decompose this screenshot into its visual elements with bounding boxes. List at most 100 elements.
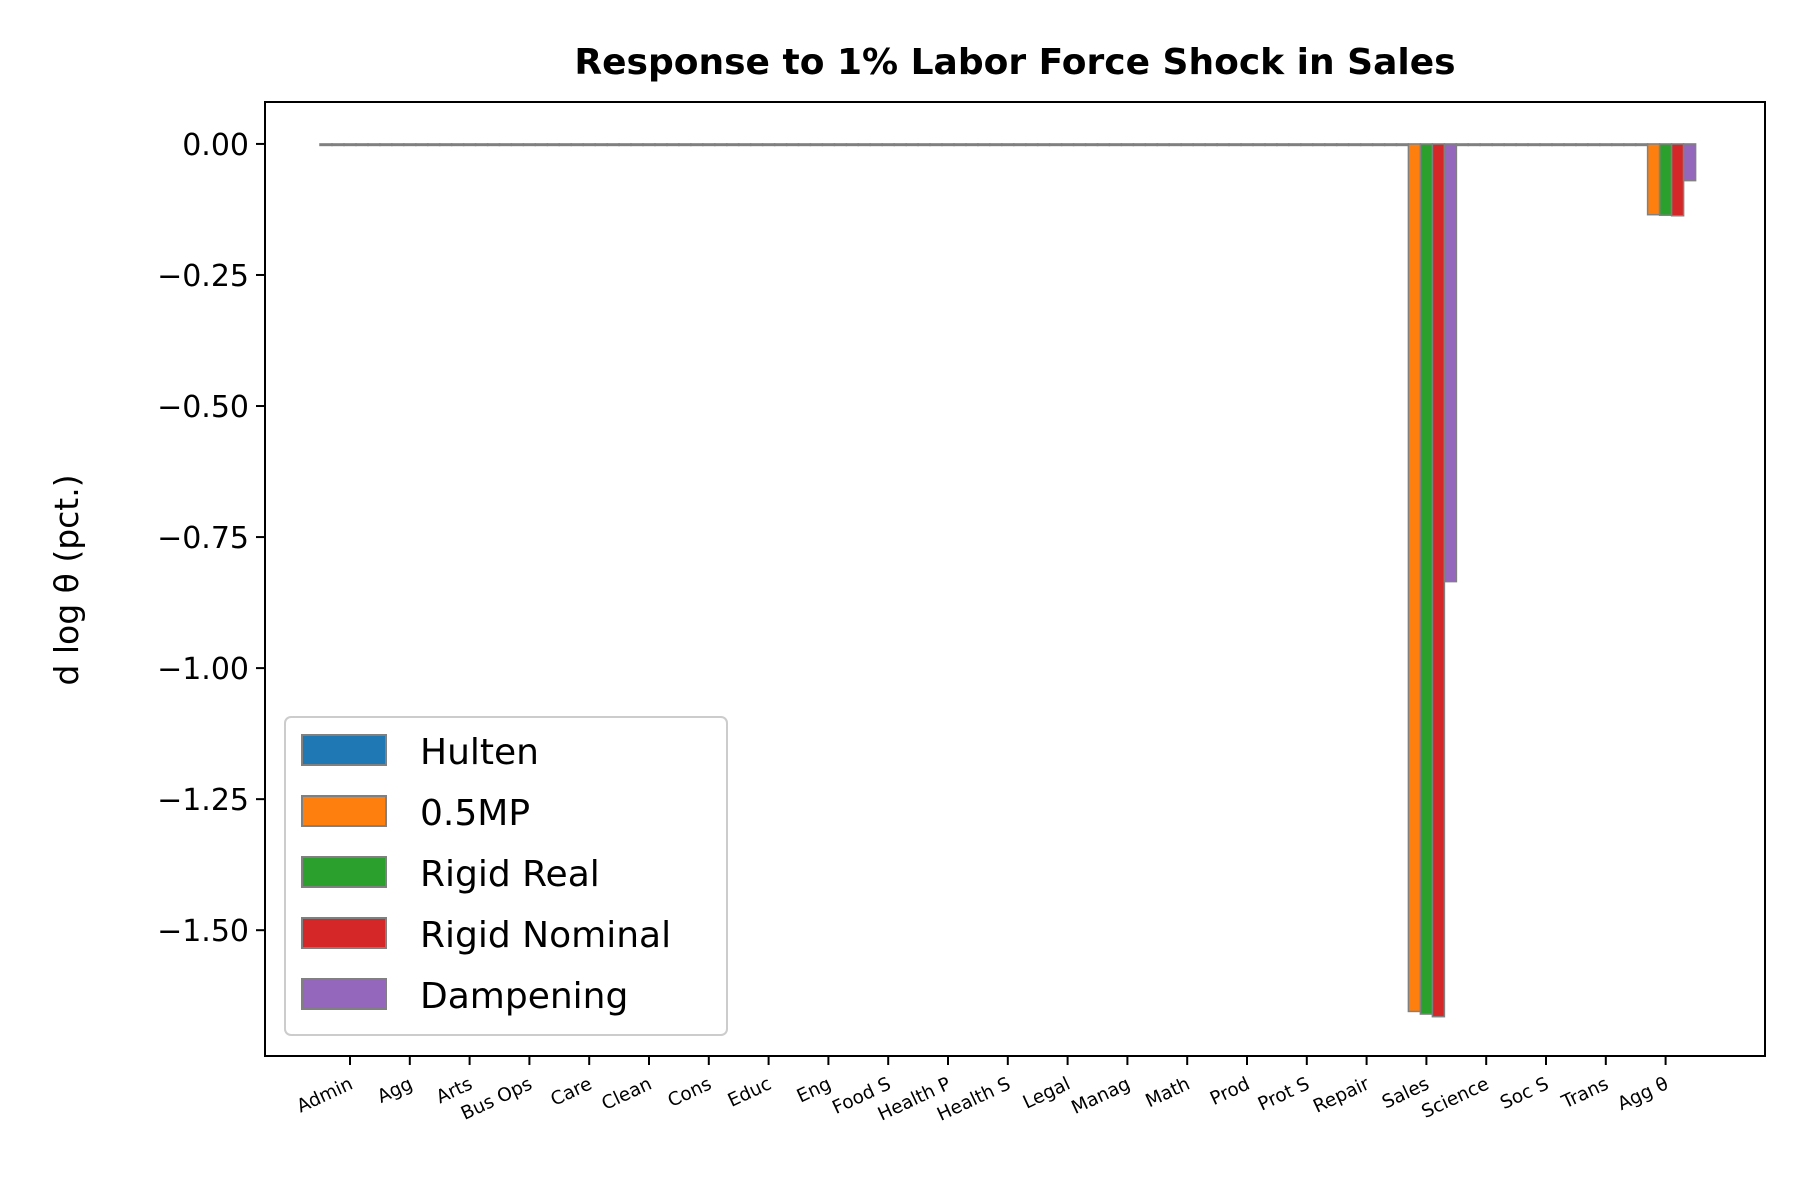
x-tick-label: Clean (599, 1073, 655, 1114)
bar-hulten-21 (1575, 143, 1589, 147)
bar-hulten-22 (1634, 143, 1649, 147)
bar-hulten-10 (917, 143, 931, 147)
bar-hulten-6 (678, 143, 692, 147)
bar-dampening-4 (606, 143, 620, 147)
legend: Hulten 0.5MP Rigid Real Rigid Nominal Dampen… (284, 716, 728, 1036)
bar-hulten-11 (977, 143, 991, 147)
bar-hulten-3 (498, 143, 513, 147)
bar-rigid-nominal-19 (1491, 143, 1505, 147)
x-tick-label: Math (1142, 1073, 1193, 1112)
bar-rigid-real-5 (642, 143, 656, 147)
chart-title: Response to 1% Labor Force Shock in Sale… (574, 42, 1455, 83)
bar-rigid-nominal-10 (953, 143, 967, 147)
bar-rigid-real-21 (1599, 143, 1613, 147)
legend-label: 0.5MP (420, 793, 530, 834)
y-tick-label: 0.00 (182, 128, 249, 163)
bar-0-5mp-17 (1347, 143, 1362, 147)
bar-rigid-real-18 (1419, 143, 1434, 1015)
bar-0-5mp-8 (809, 143, 824, 147)
bar-dampening-7 (785, 143, 800, 147)
bar-dampening-22 (1682, 143, 1697, 182)
bar-0-5mp-4 (570, 143, 584, 147)
bars-group (319, 143, 1697, 1018)
x-tick-label: Agg θ (1614, 1073, 1671, 1115)
bar-rigid-nominal-0 (355, 143, 369, 147)
bar-rigid-real-0 (343, 143, 357, 147)
bar-dampening-20 (1563, 143, 1577, 147)
x-tick-label: Trans (1558, 1073, 1612, 1113)
bar-dampening-2 (486, 143, 501, 147)
bar-rigid-real-22 (1658, 143, 1673, 216)
bar-dampening-17 (1383, 143, 1398, 147)
bar-hulten-13 (1096, 143, 1111, 147)
bar-rigid-real-20 (1539, 143, 1553, 147)
y-tick-label: −1.25 (157, 783, 249, 818)
bar-hulten-14 (1156, 143, 1170, 147)
bar-0-5mp-10 (929, 143, 943, 147)
bar-dampening-8 (845, 143, 860, 147)
x-tick-label: Prot S (1255, 1073, 1313, 1115)
bar-0-5mp-14 (1168, 143, 1182, 147)
bar-dampening-9 (905, 143, 919, 147)
bar-0-5mp-5 (630, 143, 644, 147)
bar-hulten-0 (319, 143, 333, 147)
bar-dampening-18 (1443, 143, 1458, 583)
bar-dampening-16 (1324, 143, 1338, 147)
legend-label: Rigid Real (420, 854, 600, 895)
legend-swatch (301, 978, 387, 1010)
y-tick-label: −1.50 (157, 914, 249, 949)
bar-rigid-nominal-14 (1192, 143, 1206, 147)
bar-rigid-real-12 (1060, 143, 1075, 147)
bar-hulten-17 (1335, 143, 1350, 147)
bar-rigid-nominal-1 (415, 143, 429, 147)
bar-rigid-nominal-5 (654, 143, 668, 147)
bar-rigid-real-9 (881, 143, 895, 147)
bar-rigid-real-4 (582, 143, 596, 147)
bar-hulten-16 (1276, 143, 1290, 147)
bar-rigid-nominal-20 (1551, 143, 1565, 147)
bar-rigid-nominal-18 (1431, 143, 1446, 1018)
x-tick-label: Prod (1207, 1073, 1253, 1109)
bar-dampening-15 (1264, 143, 1278, 147)
bar-hulten-15 (1216, 143, 1230, 147)
y-tick-label: −0.50 (157, 390, 249, 425)
bar-rigid-real-15 (1240, 143, 1254, 147)
bar-rigid-real-1 (403, 143, 417, 147)
bar-0-5mp-2 (450, 143, 465, 147)
bar-rigid-nominal-2 (474, 143, 489, 147)
bar-dampening-10 (965, 143, 979, 147)
bar-rigid-nominal-3 (534, 143, 549, 147)
bar-hulten-12 (1036, 143, 1051, 147)
bar-hulten-1 (379, 143, 393, 147)
y-axis-label: d log θ (pct.) (47, 474, 86, 685)
bar-dampening-21 (1623, 143, 1637, 147)
bar-dampening-5 (666, 143, 680, 147)
bar-hulten-20 (1515, 143, 1529, 147)
bar-dampening-11 (1025, 143, 1039, 147)
x-tick-label: Eng (794, 1073, 835, 1107)
bar-rigid-real-8 (821, 143, 836, 147)
bar-dampening-12 (1084, 143, 1099, 147)
bar-hulten-4 (558, 143, 572, 147)
bar-0-5mp-12 (1048, 143, 1063, 147)
bar-dampening-13 (1144, 143, 1159, 147)
bar-0-5mp-3 (510, 143, 525, 147)
bar-hulten-8 (797, 143, 812, 147)
bar-0-5mp-18 (1407, 143, 1422, 1013)
bar-0-5mp-1 (391, 143, 405, 147)
bar-rigid-nominal-11 (1013, 143, 1027, 147)
bar-rigid-nominal-16 (1312, 143, 1326, 147)
bar-hulten-5 (618, 143, 632, 147)
bar-rigid-nominal-21 (1611, 143, 1625, 147)
bar-0-5mp-15 (1228, 143, 1242, 147)
bar-hulten-18 (1395, 143, 1410, 147)
bar-rigid-real-6 (702, 143, 716, 147)
bar-rigid-real-19 (1479, 143, 1493, 147)
x-tick-label: Legal (1020, 1073, 1074, 1113)
bar-rigid-real-7 (761, 143, 776, 147)
x-tick-label: Repair (1310, 1073, 1373, 1117)
bar-0-5mp-0 (331, 143, 345, 147)
bar-rigid-nominal-13 (1132, 143, 1147, 147)
bar-hulten-7 (737, 143, 752, 147)
